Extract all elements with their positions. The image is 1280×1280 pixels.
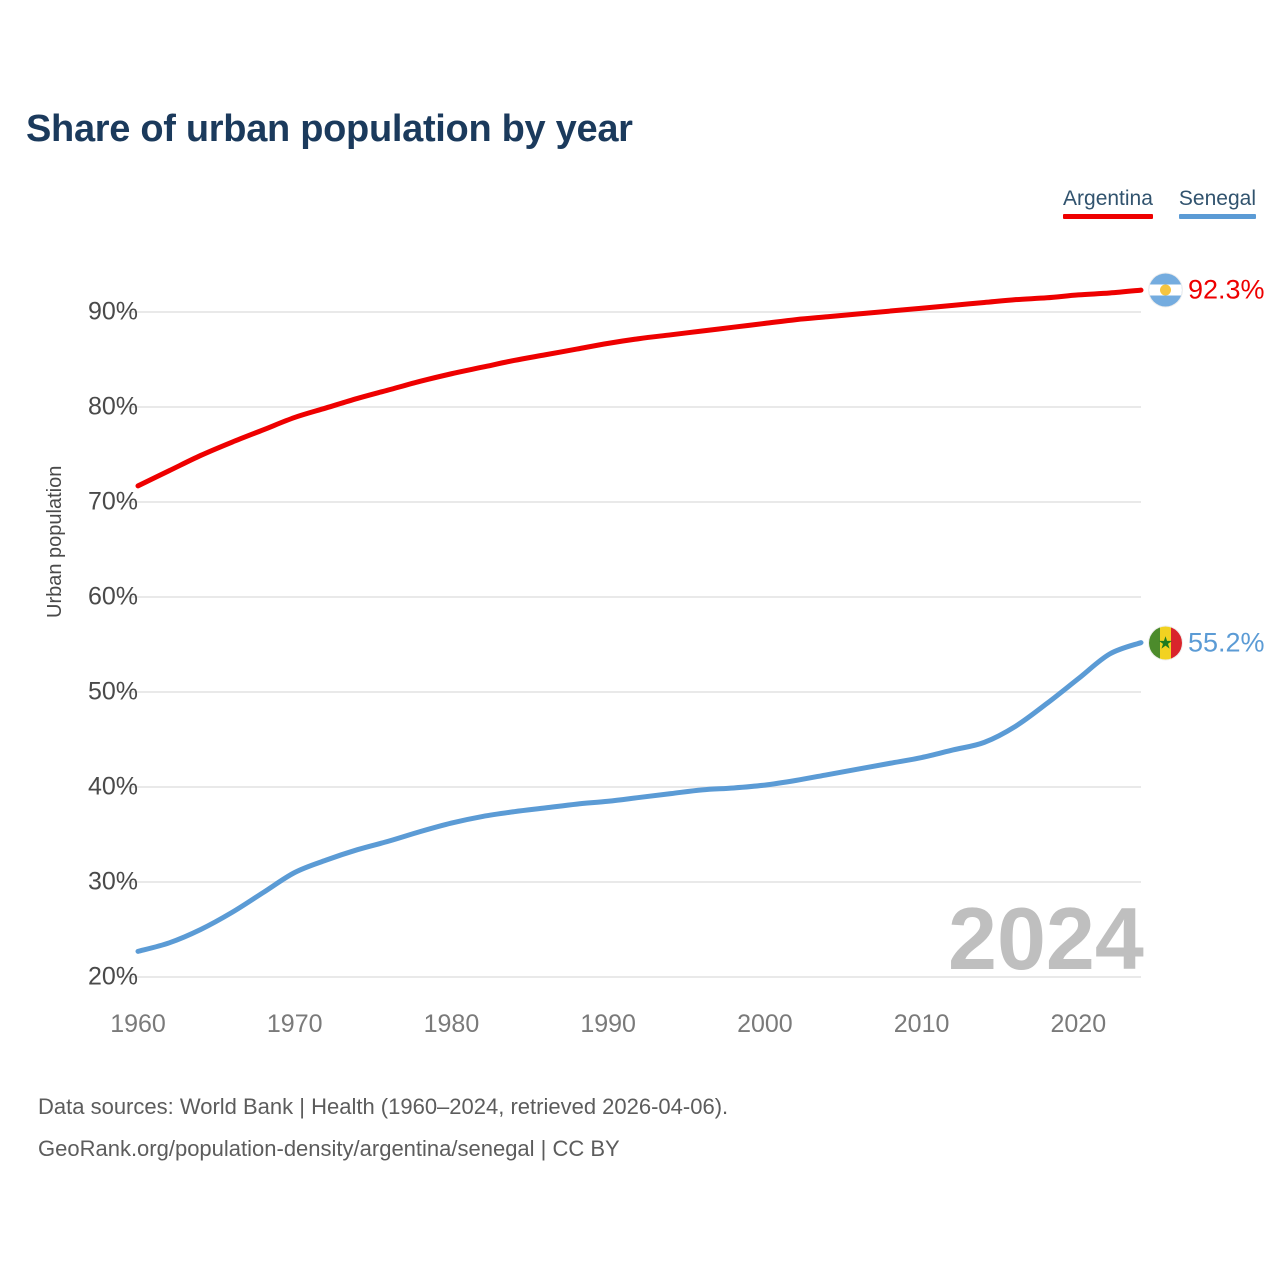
footer-data-sources: Data sources: World Bank | Health (1960–… [38,1094,729,1119]
year-watermark: 2024 [948,889,1144,988]
chart-series-lines [135,287,1144,954]
endpoint-value-senegal: 55.2% [1188,627,1265,658]
legend-label-senegal: Senegal [1178,187,1256,210]
x-axis-tick-label: 1980 [423,1010,480,1038]
senegal-flag-icon: ★ [1149,626,1182,660]
x-axis-tick-label: 2000 [737,1010,793,1038]
legend-label-argentina: Argentina [1063,187,1153,210]
legend-color-swatch-argentina [1063,214,1153,219]
legend-color-swatch-senegal [1178,214,1256,219]
endpoint-argentina[interactable]: 92.3% [1149,273,1265,307]
x-axis-tick-label: 2010 [893,1010,950,1038]
chart-footer: Data sources: World Bank | Health (1960–… [38,1086,728,1170]
x-axis-tick-label: 1990 [580,1010,636,1038]
footer-attribution: GeoRank.org/population-density/argentina… [38,1136,620,1161]
legend-item-senegal[interactable]: Senegal [1178,186,1256,219]
y-axis-tick-label: 20% [87,962,138,991]
x-axis-tick-label: 1970 [266,1010,323,1038]
chart-gridlines [126,311,1141,978]
endpoint-value-argentina: 92.3% [1188,274,1265,305]
y-axis-tick-label: 40% [87,772,138,801]
y-axis-tick-label: 60% [87,582,138,611]
chart-legend: Argentina Senegal [1063,186,1256,219]
x-axis-tick-label: 1960 [110,1010,166,1038]
y-axis-tick-label: 50% [87,677,138,706]
endpoint-senegal[interactable]: ★ 55.2% [1149,626,1265,660]
x-axis-tick-label: 2020 [1050,1010,1107,1038]
y-axis-tick-label: 90% [87,297,138,326]
legend-item-argentina[interactable]: Argentina [1063,186,1153,219]
argentina-flag-icon [1149,273,1182,307]
y-axis-tick-label: 70% [87,487,138,516]
series-line-argentina [135,287,1144,489]
y-axis-tick-label: 30% [87,867,138,896]
y-axis-tick-label: 80% [87,392,138,421]
page-title: Share of urban population by year [26,108,633,150]
